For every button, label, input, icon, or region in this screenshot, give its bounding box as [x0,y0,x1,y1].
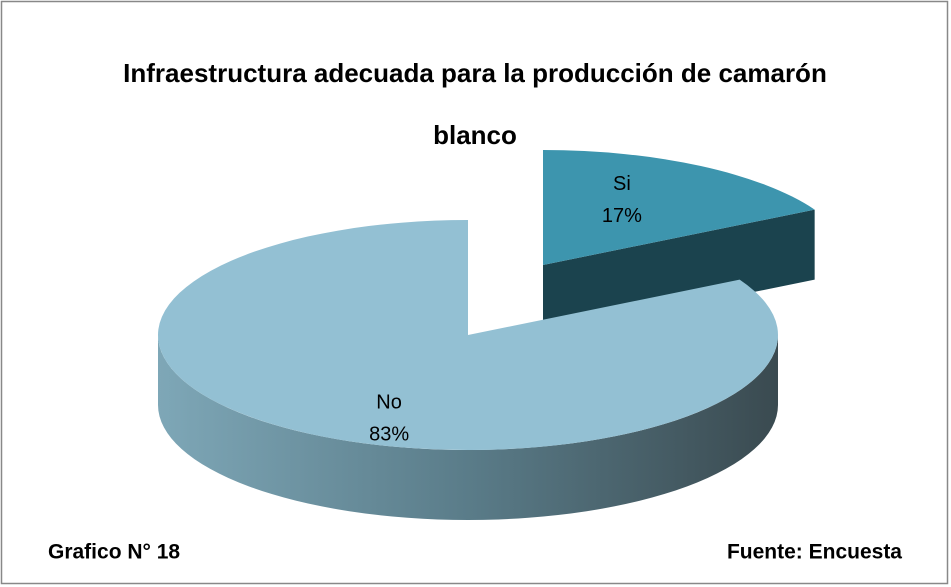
slice-side [158,335,778,520]
footer-right: Fuente: Encuesta [727,541,902,564]
footer-left: Grafico N° 18 [48,541,180,564]
chart-title: Infraestructura adecuada para la producc… [123,58,827,150]
slice-value-label: 83% [369,424,409,446]
slice-wall [543,209,815,335]
slice-category: No [376,392,402,414]
slice [158,220,779,451]
slice [543,150,815,265]
slice-category: Si [613,173,631,195]
slice-value-label: 17% [602,205,642,227]
